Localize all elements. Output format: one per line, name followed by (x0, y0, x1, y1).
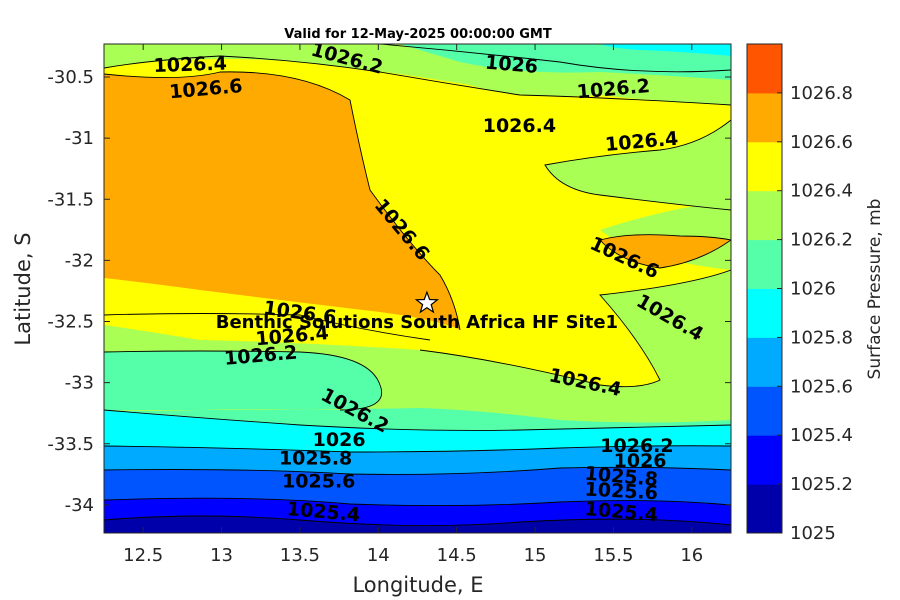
contour-label: 1026.2 (600, 435, 673, 457)
colorbar-segment (747, 337, 782, 387)
site-marker-group: Benthic Solutions South Africa HF Site1 (216, 290, 618, 333)
colorbar-segment (747, 190, 782, 241)
band-1025.0-south (104, 516, 731, 533)
band-1026.4-mid (104, 292, 660, 377)
y-tick-label: -33 (65, 373, 94, 394)
x-axis-title: Longitude, E (352, 573, 483, 597)
contour-label: 1025.6 (282, 471, 355, 493)
colorbar-tick-label: 1026.6 (790, 132, 853, 153)
colorbar-tick-label: 1025.6 (790, 376, 853, 397)
contour-label: 1025.6 (584, 479, 658, 505)
colorbar-tick-label: 1025 (790, 523, 836, 544)
colorbar-segment (747, 44, 782, 94)
y-axis-title: Latitude, S (11, 232, 35, 345)
isolines (104, 44, 731, 526)
y-tick-label: -33.5 (47, 434, 94, 455)
x-tick-label: 14 (367, 545, 390, 566)
colorbar-segment (747, 141, 782, 192)
band-1026.2-east-2 (545, 120, 731, 210)
plot-frame (103, 43, 732, 534)
contour-label: 1026 (484, 52, 539, 79)
colorbar-tick-label: 1026.2 (790, 230, 853, 251)
colorbar-segment (747, 239, 782, 289)
colorbar-tick-label: 1025.2 (790, 474, 853, 495)
colorbar-tick-label: 1026.8 (790, 83, 853, 104)
colorbar-segment (747, 484, 782, 534)
colorbar-title: Surface Pressure, mb (865, 199, 885, 380)
x-tick-label: 15.5 (593, 545, 633, 566)
band-1026.6-west (104, 71, 460, 330)
chart-title: Valid for 12-May-2025 00:00:00 GMT (284, 27, 552, 42)
y-tick-label: -32.5 (47, 312, 94, 333)
colorbar-segment (747, 92, 782, 143)
x-tick-label: 13 (210, 545, 233, 566)
y-axis: -30.5 -31 -31.5 -32 -32.5 -33 -33.5 -34 (47, 67, 731, 516)
colorbar: 1025 1025.2 1025.4 1025.6 1025.8 1026 1026.2 10… (746, 43, 853, 544)
site-star-marker[interactable] (414, 290, 440, 314)
colorbar-segment (747, 435, 782, 485)
site-label: Benthic Solutions South Africa HF Site1 (216, 312, 618, 333)
x-tick-label: 13.5 (280, 545, 320, 566)
y-tick-label: -30.5 (47, 67, 94, 88)
contour-label: 1026.4 (483, 115, 556, 137)
colorbar-segment (747, 386, 782, 436)
contour-label: 1025.8 (279, 447, 352, 469)
x-axis: 12.5 13 13.5 14 14.5 15 15.5 16 (123, 44, 703, 566)
contour-label: 1026 (614, 450, 667, 472)
band-1025.8-corner (600, 44, 731, 56)
band-1026.6-east (600, 234, 731, 268)
contour-label: 1026 (313, 429, 366, 451)
contour-label: 1026.4 (153, 53, 227, 78)
colorbar-tick-label: 1026 (790, 279, 836, 300)
x-tick-label: 15 (524, 545, 547, 566)
y-tick-label: -31 (65, 128, 94, 149)
x-tick-label: 12.5 (123, 545, 163, 566)
x-tick-label: 14.5 (437, 545, 477, 566)
colorbar-tick-label: 1025.4 (790, 425, 853, 446)
colorbar-tick-label: 1025.8 (790, 327, 853, 348)
x-tick-label: 16 (680, 545, 703, 566)
y-tick-label: -31.5 (47, 189, 94, 210)
colorbar-tick-label: 1026.4 (790, 181, 853, 202)
y-tick-label: -32 (65, 250, 94, 271)
y-tick-label: -34 (65, 495, 94, 516)
colorbar-segment (747, 288, 782, 338)
